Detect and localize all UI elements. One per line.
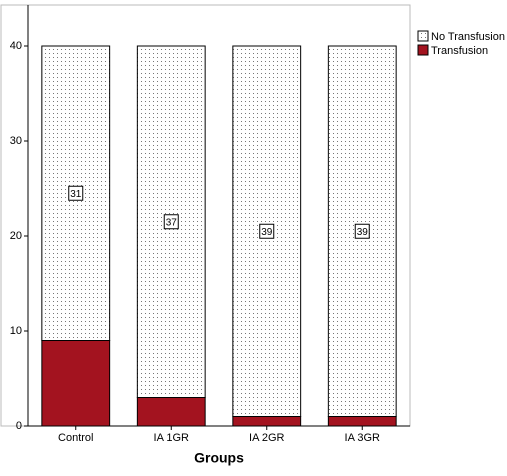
value-label: 37 <box>166 217 178 228</box>
value-label: 31 <box>70 189 82 200</box>
x-tick-label: IA 2GR <box>249 432 285 444</box>
value-label-box <box>259 223 275 239</box>
value-label-box <box>68 185 84 201</box>
x-tick-label: Control <box>58 432 93 444</box>
bar-segment <box>41 340 111 427</box>
x-tick-label: IA 1GR <box>154 432 190 444</box>
bar-segment <box>232 416 302 427</box>
y-tick-label: 0 <box>16 420 22 432</box>
value-label: 39 <box>357 227 369 238</box>
y-tick-label: 10 <box>10 325 22 337</box>
bar-segment <box>327 416 397 427</box>
bar-segment <box>136 397 206 427</box>
legend-swatch <box>417 30 429 42</box>
x-axis-title: Groups <box>194 450 244 466</box>
x-tick-label: IA 3GR <box>345 432 381 444</box>
value-label-box <box>163 214 179 230</box>
value-label: 39 <box>261 227 273 238</box>
legend-swatch <box>417 44 429 56</box>
legend-label: Transfusion <box>431 45 488 57</box>
value-label-box <box>354 223 370 239</box>
y-tick-label: 30 <box>10 135 22 147</box>
legend-label: No Transfusion <box>431 31 505 43</box>
y-tick-label: 40 <box>10 40 22 52</box>
y-tick-label: 20 <box>10 230 22 242</box>
